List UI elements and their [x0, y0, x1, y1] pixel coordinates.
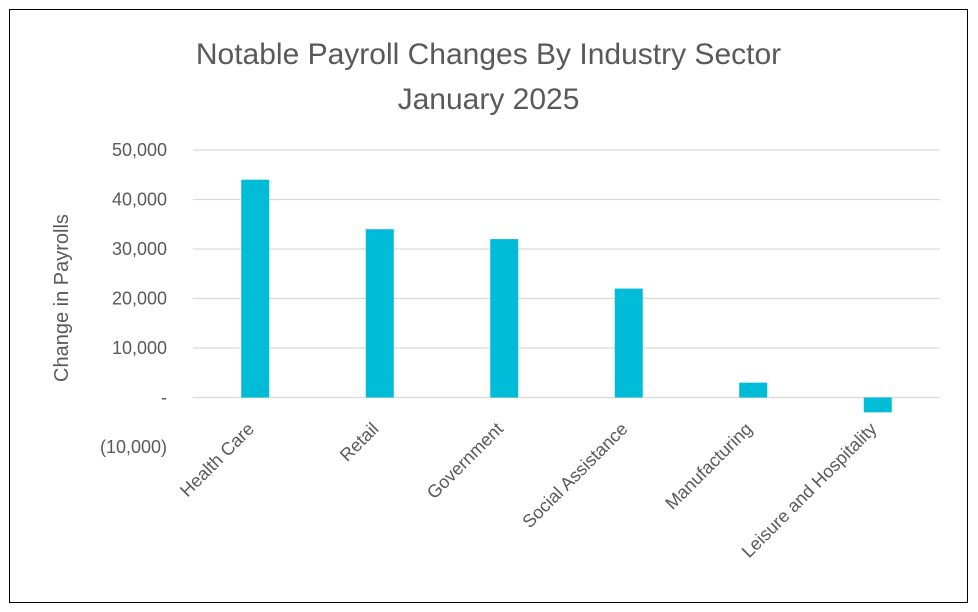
chart-subtitle: January 2025 — [397, 83, 580, 116]
x-tick-label: Retail — [336, 419, 383, 466]
chart-title: Notable Payroll Changes By Industry Sect… — [195, 38, 782, 71]
bar — [739, 382, 768, 398]
y-tick-label: 20,000 — [112, 289, 167, 309]
bar — [863, 397, 892, 413]
y-tick-label: 10,000 — [112, 338, 167, 358]
x-tick-label: Health Care — [176, 419, 258, 501]
bar — [241, 179, 270, 398]
x-tick-label: Government — [423, 419, 507, 503]
bar — [365, 229, 394, 398]
y-tick-label: 30,000 — [112, 239, 167, 259]
y-tick-label: (10,000) — [100, 437, 167, 457]
y-tick-label: 40,000 — [112, 190, 167, 210]
y-tick-label: - — [161, 388, 167, 408]
x-tick-label: Social Assistance — [518, 419, 631, 532]
y-axis-label: Change in Payrolls — [51, 214, 73, 382]
bar — [614, 288, 643, 398]
chart-frame — [9, 9, 968, 603]
y-tick-label: 50,000 — [112, 140, 167, 160]
x-tick-label: Leisure and Hospitality — [738, 419, 881, 562]
bar — [490, 239, 519, 398]
x-tick-label: Manufacturing — [661, 419, 756, 514]
